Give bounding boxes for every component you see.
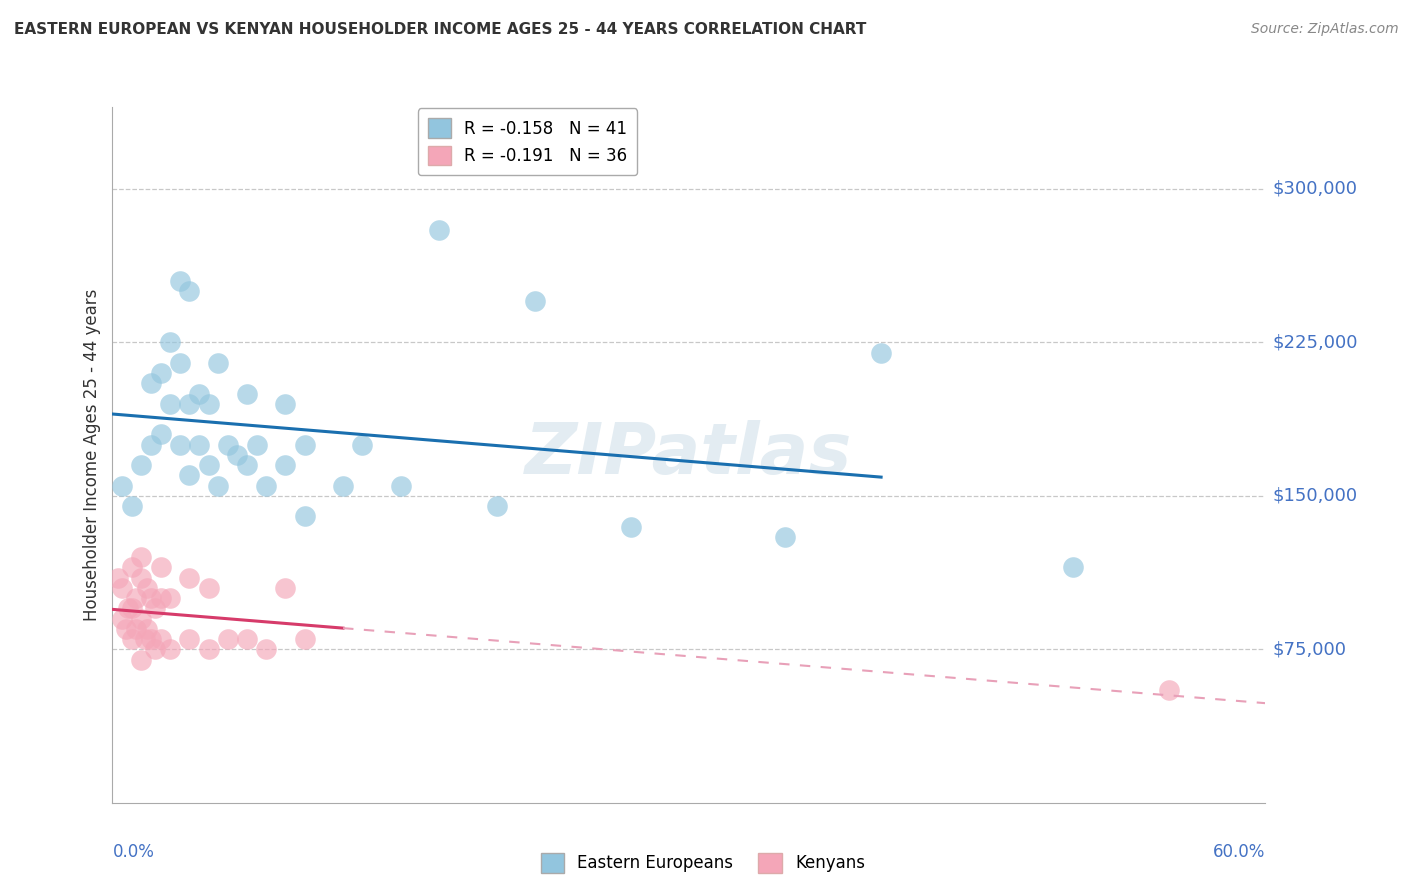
Point [111,612,134,626]
Point [149,632,172,646]
Point [245,438,267,452]
Point [254,478,277,492]
Point [121,632,143,646]
Text: 0.0%: 0.0% [112,843,155,861]
Point [197,581,219,595]
Point [124,622,146,636]
Point [197,458,219,472]
Point [159,591,181,606]
Point [207,356,229,370]
Point [1159,683,1181,698]
Point [352,438,374,452]
Point [187,438,211,452]
Point [236,386,259,401]
Point [143,601,166,615]
Point [115,622,138,636]
Point [207,478,229,492]
Point [139,376,162,391]
Text: ZIPatlas: ZIPatlas [526,420,852,490]
Point [389,478,412,492]
Point [139,632,162,646]
Point [149,560,172,574]
Point [117,601,139,615]
Point [179,284,201,298]
Point [129,612,153,626]
Point [294,632,316,646]
Point [620,519,643,533]
Point [149,591,172,606]
Y-axis label: Householder Income Ages 25 - 44 years: Householder Income Ages 25 - 44 years [83,289,101,621]
Point [427,223,450,237]
Point [294,438,316,452]
Text: EASTERN EUROPEAN VS KENYAN HOUSEHOLDER INCOME AGES 25 - 44 YEARS CORRELATION CHA: EASTERN EUROPEAN VS KENYAN HOUSEHOLDER I… [14,22,866,37]
Point [129,652,153,666]
Point [149,366,172,380]
Point [197,397,219,411]
Point [121,499,143,513]
Point [159,335,181,350]
Point [159,642,181,657]
Point [136,622,159,636]
Point [139,438,162,452]
Point [169,438,191,452]
Point [870,345,893,359]
Point [274,397,297,411]
Point [274,458,297,472]
Point [121,601,143,615]
Point [143,642,166,657]
Point [129,571,153,585]
Point [169,356,191,370]
Text: $300,000: $300,000 [1272,180,1357,198]
Text: $225,000: $225,000 [1272,334,1358,351]
Point [111,581,134,595]
Point [254,642,277,657]
Point [179,571,201,585]
Point [179,632,201,646]
Point [524,294,547,309]
Point [124,591,146,606]
Text: 60.0%: 60.0% [1213,843,1265,861]
Point [187,386,211,401]
Point [773,530,796,544]
Point [107,571,129,585]
Point [159,397,181,411]
Point [139,591,162,606]
Point [332,478,354,492]
Legend: Eastern Europeans, Kenyans: Eastern Europeans, Kenyans [534,847,872,880]
Point [169,274,191,288]
Text: $75,000: $75,000 [1272,640,1347,658]
Point [111,478,134,492]
Point [179,468,201,483]
Text: $150,000: $150,000 [1272,487,1358,505]
Point [179,397,201,411]
Point [149,427,172,442]
Point [485,499,508,513]
Point [134,632,156,646]
Point [1062,560,1084,574]
Legend: R = -0.158   N = 41, R = -0.191   N = 36: R = -0.158 N = 41, R = -0.191 N = 36 [418,109,637,175]
Point [129,458,153,472]
Point [197,642,219,657]
Point [217,632,239,646]
Text: Source: ZipAtlas.com: Source: ZipAtlas.com [1251,22,1399,37]
Point [217,438,239,452]
Point [236,632,259,646]
Point [236,458,259,472]
Point [294,509,316,524]
Point [226,448,249,462]
Point [274,581,297,595]
Point [136,581,159,595]
Point [121,560,143,574]
Point [129,550,153,565]
